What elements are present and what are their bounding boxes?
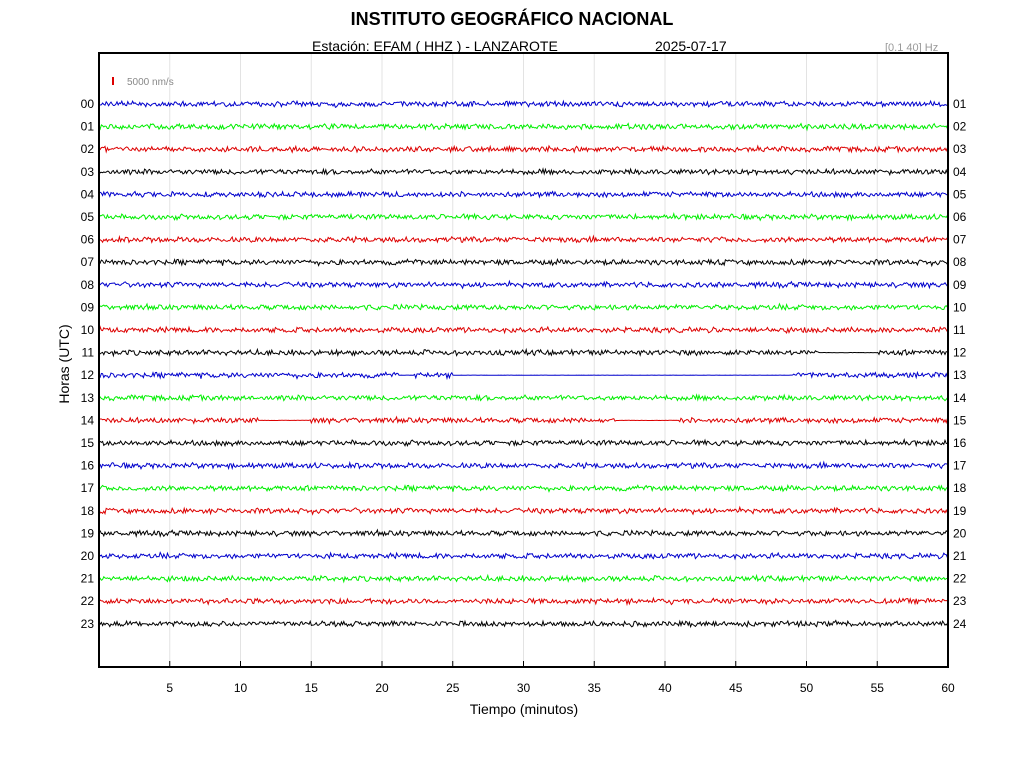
trace-hour-16 bbox=[98, 460, 948, 471]
trace-hour-07 bbox=[98, 257, 948, 268]
scale-bar bbox=[112, 77, 114, 85]
station-label: Estación: EFAM ( HHZ ) - LANZAROTE bbox=[312, 38, 558, 54]
trace-hour-12 bbox=[98, 370, 948, 381]
hour-label-right: 22 bbox=[953, 572, 967, 586]
hour-label-left: 00 bbox=[81, 97, 95, 111]
hour-label-right: 06 bbox=[953, 210, 967, 224]
hour-label-left: 04 bbox=[81, 187, 95, 201]
hour-label-right: 24 bbox=[953, 617, 967, 631]
x-tick-label: 15 bbox=[305, 681, 319, 695]
hour-label-left: 18 bbox=[81, 504, 95, 518]
trace-hour-05 bbox=[98, 211, 948, 222]
trace-hour-01 bbox=[98, 122, 948, 132]
hour-label-right: 20 bbox=[953, 526, 967, 540]
hour-label-left: 14 bbox=[81, 413, 95, 427]
hour-label-left: 23 bbox=[81, 617, 95, 631]
y-axis-title: Horas (UTC) bbox=[56, 324, 72, 403]
trace-hour-18 bbox=[98, 505, 948, 516]
hour-label-right: 18 bbox=[953, 481, 967, 495]
x-tick-label: 30 bbox=[517, 681, 531, 695]
hour-label-left: 07 bbox=[81, 255, 95, 269]
hour-label-left: 12 bbox=[81, 368, 95, 382]
trace-hour-17 bbox=[98, 483, 948, 493]
date-label: 2025-07-17 bbox=[655, 38, 727, 54]
traces-layer bbox=[98, 99, 948, 629]
x-axis-title: Tiempo (minutos) bbox=[470, 701, 578, 717]
x-tick-label: 60 bbox=[941, 681, 955, 695]
plot-frame bbox=[98, 52, 949, 668]
hour-label-left: 03 bbox=[81, 165, 95, 179]
hour-label-left: 09 bbox=[81, 300, 95, 314]
x-tick-label: 45 bbox=[729, 681, 743, 695]
hour-label-right: 01 bbox=[953, 97, 967, 111]
trace-hour-22 bbox=[98, 596, 948, 607]
trace-hour-13 bbox=[98, 393, 948, 403]
hour-label-left: 05 bbox=[81, 210, 95, 224]
hour-label-right: 17 bbox=[953, 459, 967, 473]
scale-label: 5000 nm/s bbox=[127, 77, 174, 88]
hour-label-left: 02 bbox=[81, 142, 95, 156]
grid-layer bbox=[169, 53, 878, 667]
chart-title: INSTITUTO GEOGRÁFICO NACIONAL bbox=[350, 9, 674, 29]
hour-label-left: 22 bbox=[81, 594, 95, 608]
hour-label-right: 13 bbox=[953, 368, 967, 382]
trace-hour-11 bbox=[98, 347, 948, 358]
x-tick-label: 50 bbox=[800, 681, 814, 695]
trace-hour-23 bbox=[98, 619, 948, 629]
hour-label-left: 16 bbox=[81, 459, 95, 473]
hour-label-right: 16 bbox=[953, 436, 967, 450]
trace-hour-03 bbox=[98, 167, 948, 177]
trace-hour-02 bbox=[98, 144, 948, 154]
hour-label-right: 12 bbox=[953, 346, 967, 360]
trace-hour-14 bbox=[98, 415, 948, 425]
hour-label-right: 04 bbox=[953, 165, 967, 179]
hour-label-right: 08 bbox=[953, 255, 967, 269]
hour-label-left: 11 bbox=[82, 346, 95, 360]
x-tick-label: 25 bbox=[446, 681, 460, 695]
hour-label-right: 09 bbox=[953, 278, 967, 292]
trace-hour-10 bbox=[98, 325, 948, 335]
x-tick-label: 40 bbox=[658, 681, 672, 695]
trace-hour-21 bbox=[98, 573, 948, 584]
hour-label-left: 17 bbox=[81, 481, 95, 495]
hour-label-right: 07 bbox=[953, 233, 967, 247]
ticks-layer: 5 10 15 20 25 30 35 40 45 50 55 60 00 01 01 02 02 03 03 04 0… bbox=[81, 97, 967, 695]
x-tick-label: 35 bbox=[588, 681, 602, 695]
hour-label-right: 11 bbox=[953, 323, 966, 337]
x-tick-label: 55 bbox=[871, 681, 885, 695]
x-tick-label: 20 bbox=[375, 681, 389, 695]
hour-label-right: 15 bbox=[953, 413, 967, 427]
trace-hour-00 bbox=[98, 99, 948, 109]
trace-hour-19 bbox=[98, 528, 948, 539]
hour-label-right: 21 bbox=[953, 549, 967, 563]
hour-label-right: 19 bbox=[953, 504, 967, 518]
hour-label-right: 02 bbox=[953, 120, 967, 134]
hour-label-left: 08 bbox=[81, 278, 95, 292]
trace-hour-09 bbox=[98, 302, 948, 312]
hour-label-left: 13 bbox=[81, 391, 95, 405]
hour-label-left: 20 bbox=[81, 549, 95, 563]
trace-hour-06 bbox=[98, 234, 948, 244]
hour-label-left: 01 bbox=[81, 120, 95, 134]
hour-label-right: 23 bbox=[953, 594, 967, 608]
hour-label-right: 10 bbox=[953, 300, 967, 314]
hour-label-right: 03 bbox=[953, 142, 967, 156]
hour-label-left: 06 bbox=[81, 233, 95, 247]
hour-label-right: 05 bbox=[953, 187, 967, 201]
hour-label-left: 19 bbox=[81, 526, 95, 540]
trace-hour-08 bbox=[98, 279, 948, 290]
filter-label: [0.1 40] Hz bbox=[885, 42, 939, 54]
hour-label-left: 15 bbox=[81, 436, 95, 450]
trace-hour-15 bbox=[98, 437, 948, 448]
hour-label-left: 10 bbox=[81, 323, 95, 337]
x-tick-label: 10 bbox=[234, 681, 248, 695]
hour-label-right: 14 bbox=[953, 391, 967, 405]
hour-label-left: 21 bbox=[81, 572, 95, 586]
trace-hour-04 bbox=[98, 190, 948, 199]
trace-hour-20 bbox=[98, 551, 948, 561]
x-tick-label: 5 bbox=[166, 681, 173, 695]
